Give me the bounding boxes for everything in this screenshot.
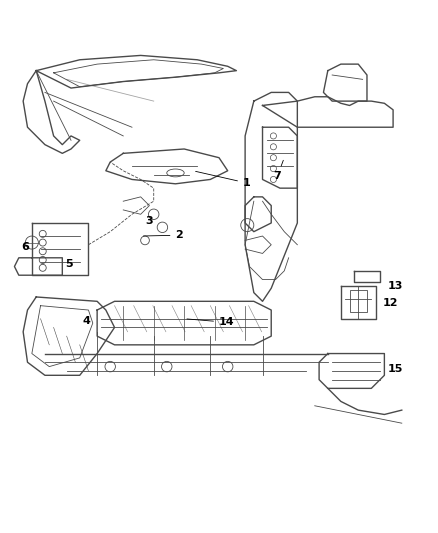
Text: 15: 15 [388, 364, 403, 374]
Text: 5: 5 [65, 260, 73, 269]
Text: 12: 12 [383, 298, 399, 309]
Text: 1: 1 [196, 172, 251, 188]
Text: 6: 6 [21, 242, 29, 252]
Text: 4: 4 [82, 316, 90, 326]
Text: 3: 3 [145, 216, 153, 226]
Text: 2: 2 [143, 230, 183, 240]
Text: 13: 13 [388, 281, 403, 291]
Text: 14: 14 [187, 317, 235, 327]
Text: 7: 7 [273, 160, 283, 181]
